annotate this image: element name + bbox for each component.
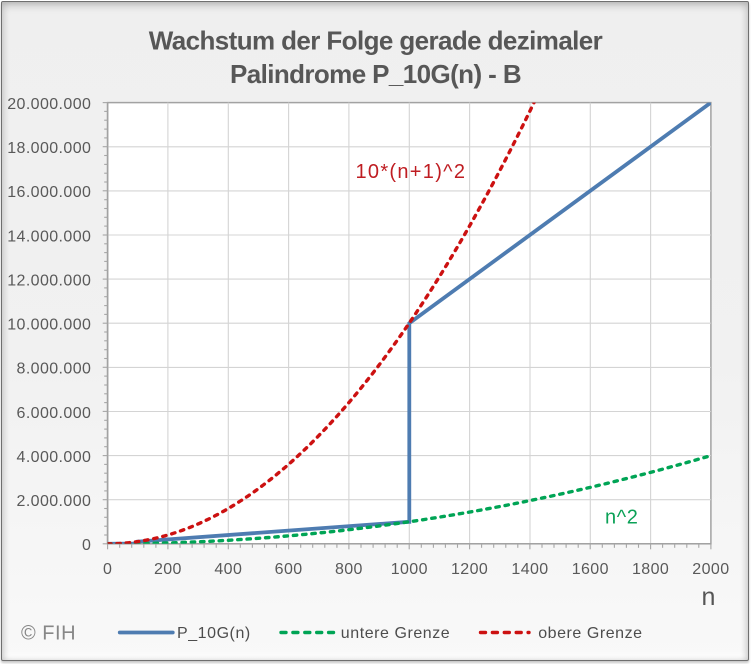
svg-text:untere Grenze: untere Grenze	[341, 625, 450, 642]
svg-text:n: n	[702, 583, 716, 611]
svg-text:obere Grenze: obere Grenze	[538, 625, 642, 642]
svg-text:© FIH: © FIH	[21, 622, 76, 644]
svg-text:Wachstum der Folge gerade dezi: Wachstum der Folge gerade dezimaler	[149, 26, 603, 56]
svg-text:Palindrome P_10G(n) - B: Palindrome P_10G(n) - B	[230, 59, 521, 89]
svg-text:400: 400	[214, 561, 242, 578]
svg-text:14.000.000: 14.000.000	[7, 228, 91, 245]
svg-text:18.000.000: 18.000.000	[7, 140, 91, 157]
svg-text:10*(n+1)^2: 10*(n+1)^2	[356, 161, 467, 183]
svg-text:n^2: n^2	[605, 507, 638, 529]
svg-text:200: 200	[154, 561, 182, 578]
svg-text:0: 0	[82, 537, 91, 554]
svg-text:600: 600	[275, 561, 303, 578]
svg-text:10.000.000: 10.000.000	[7, 317, 91, 334]
svg-text:0: 0	[103, 561, 112, 578]
svg-text:800: 800	[335, 561, 363, 578]
svg-text:20.000.000: 20.000.000	[7, 96, 91, 113]
svg-text:1400: 1400	[511, 561, 548, 578]
svg-text:1200: 1200	[451, 561, 488, 578]
svg-text:8.000.000: 8.000.000	[17, 361, 92, 378]
svg-text:1800: 1800	[632, 561, 669, 578]
svg-text:P_10G(n): P_10G(n)	[177, 625, 251, 642]
svg-text:2.000.000: 2.000.000	[17, 493, 92, 510]
svg-text:6.000.000: 6.000.000	[17, 405, 92, 422]
svg-text:4.000.000: 4.000.000	[17, 449, 92, 466]
svg-text:2000: 2000	[692, 561, 729, 578]
svg-text:16.000.000: 16.000.000	[7, 184, 91, 201]
svg-text:1000: 1000	[391, 561, 428, 578]
svg-text:12.000.000: 12.000.000	[7, 272, 91, 289]
svg-text:1600: 1600	[572, 561, 609, 578]
